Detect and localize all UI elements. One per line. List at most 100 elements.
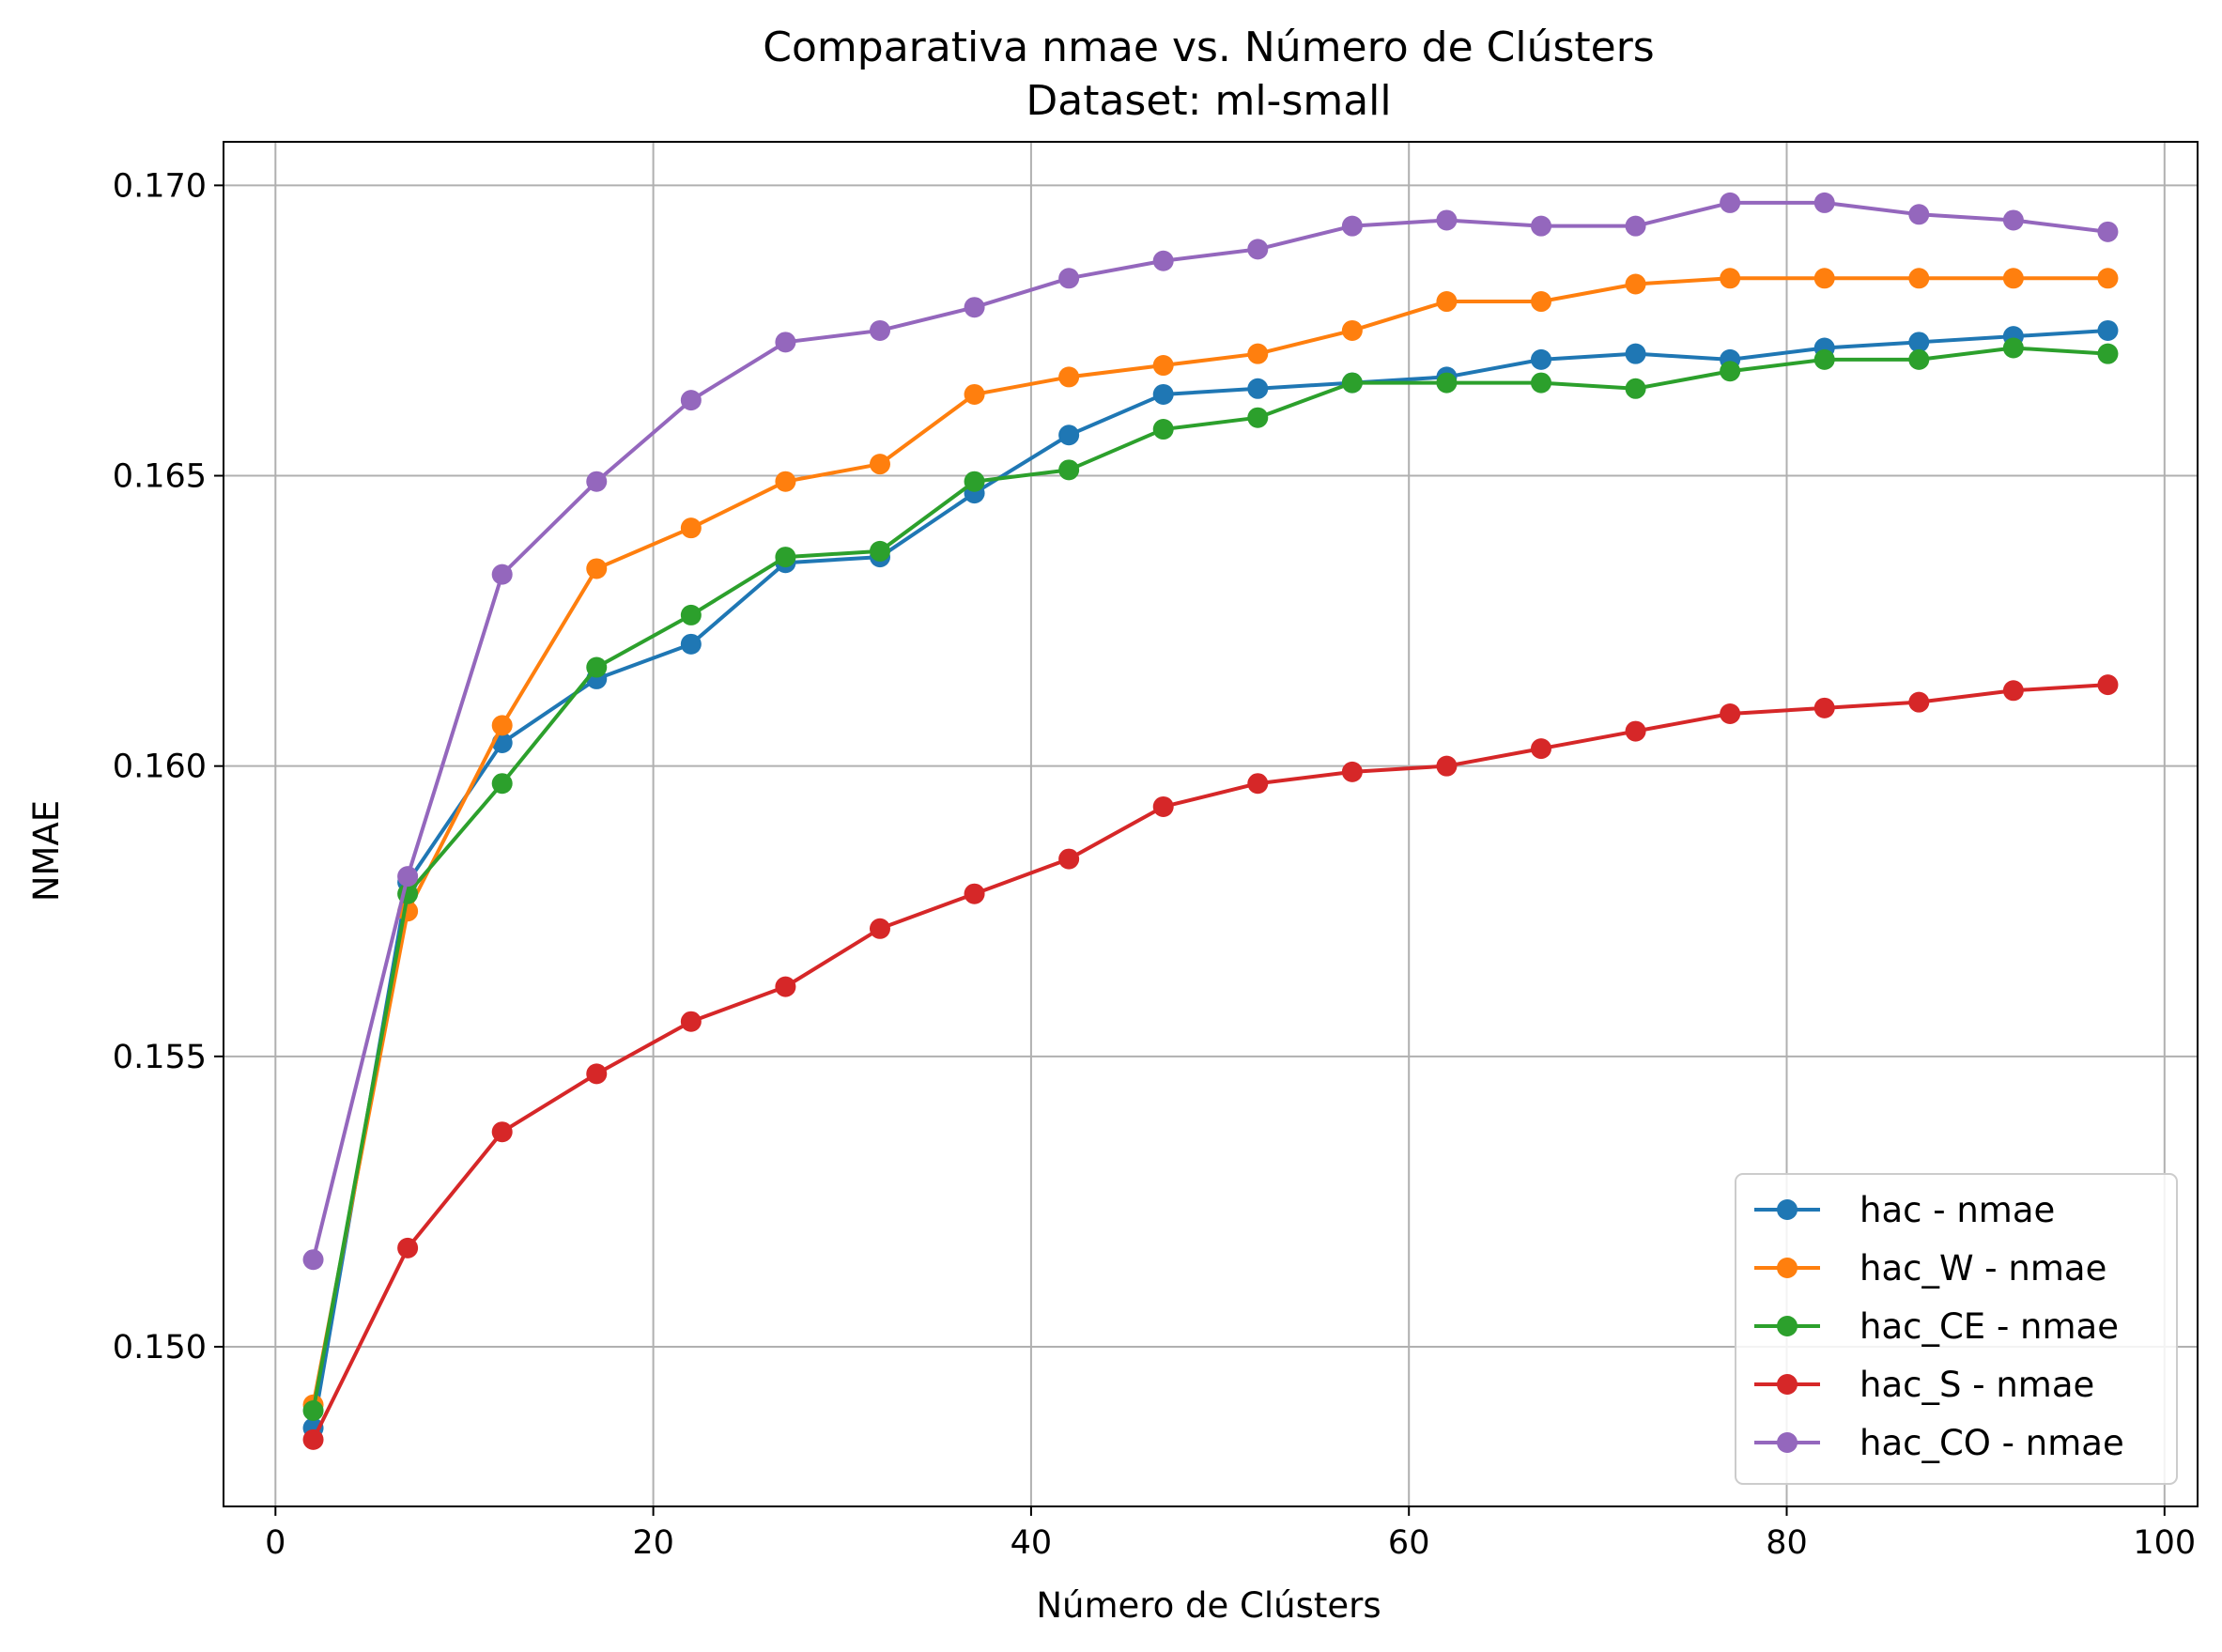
- data-point: [1720, 361, 1741, 382]
- y-tick-label: 0.170: [113, 167, 207, 205]
- data-point: [586, 656, 608, 678]
- data-point: [1625, 720, 1646, 742]
- series-hac-ce: [302, 337, 2119, 1421]
- data-point: [1436, 372, 1458, 394]
- data-point: [1341, 215, 1363, 237]
- data-point: [1625, 215, 1646, 237]
- series-line: [311, 276, 2108, 1406]
- legend-label: hac_CE - nmae: [1859, 1306, 2119, 1347]
- data-point: [1908, 348, 1930, 370]
- data-point: [1247, 378, 1269, 399]
- data-point: [1531, 215, 1552, 237]
- data-point: [1058, 425, 1080, 446]
- chart-subtitle: Dataset: ml-small: [1026, 77, 1391, 125]
- series-line: [311, 346, 2108, 1412]
- data-point: [1152, 795, 1174, 817]
- data-point: [775, 471, 796, 492]
- data-point: [302, 1428, 324, 1450]
- y-axis-label: NMAE: [26, 800, 67, 902]
- plot-frame: [223, 141, 2199, 1507]
- data-point: [1813, 268, 1835, 289]
- series-line: [311, 328, 2108, 1428]
- data-point: [1813, 697, 1835, 718]
- data-point: [302, 1249, 324, 1271]
- data-point: [1247, 773, 1269, 795]
- y-tick-label: 0.165: [113, 458, 207, 496]
- data-point: [869, 918, 890, 939]
- data-point: [775, 547, 796, 568]
- data-point: [1625, 273, 1646, 295]
- legend-item: hac_S - nmae: [1754, 1365, 2094, 1405]
- series-line: [311, 683, 2108, 1441]
- data-point: [1247, 407, 1269, 428]
- data-point: [1341, 761, 1363, 782]
- x-tick-label: 100: [2133, 1524, 2196, 1562]
- data-point: [491, 1121, 513, 1143]
- y-tick-label: 0.160: [113, 749, 207, 786]
- data-point: [1247, 239, 1269, 260]
- data-point: [1813, 348, 1835, 370]
- data-point: [1152, 355, 1174, 377]
- series-line: [311, 200, 2108, 1260]
- data-point: [397, 866, 419, 888]
- data-point: [2097, 221, 2119, 242]
- data-point: [1531, 738, 1552, 760]
- y-axis: 0.150 0.155 0.160 0.165 0.170: [113, 167, 224, 1366]
- data-point: [869, 540, 890, 562]
- data-point: [2097, 268, 2119, 289]
- data-point: [1625, 378, 1646, 399]
- data-point: [680, 390, 702, 411]
- series-hac-co: [302, 192, 2119, 1271]
- data-point: [2002, 209, 2024, 231]
- data-point: [1436, 291, 1458, 313]
- data-point: [1341, 319, 1363, 341]
- grid-lines: [224, 142, 2198, 1506]
- data-point: [1908, 204, 1930, 225]
- data-point: [586, 471, 608, 492]
- series-layer: [302, 192, 2119, 1450]
- legend-swatch-marker: [1777, 1258, 1798, 1278]
- legend: hac - nmae hac_W - nmae hac_CE - nmae hac_S…: [1735, 1173, 2178, 1485]
- data-point: [680, 604, 702, 625]
- y-tick-label: 0.155: [113, 1039, 207, 1076]
- data-point: [491, 715, 513, 736]
- data-point: [1341, 372, 1363, 394]
- chart-title: Comparativa nmae vs. Número de Clústers: [763, 23, 1654, 71]
- data-point: [1531, 348, 1552, 370]
- data-point: [491, 773, 513, 795]
- legend-item: hac - nmae: [1754, 1190, 2055, 1230]
- x-tick-label: 60: [1388, 1524, 1430, 1562]
- data-point: [1625, 343, 1646, 364]
- x-tick-label: 40: [1011, 1524, 1053, 1562]
- data-point: [1813, 192, 1835, 213]
- data-point: [1720, 703, 1741, 725]
- legend-label: hac_CO - nmae: [1859, 1423, 2124, 1463]
- data-point: [1720, 192, 1741, 213]
- x-axis-label: Número de Clústers: [1036, 1585, 1381, 1626]
- data-point: [775, 332, 796, 353]
- legend-swatch-marker: [1777, 1432, 1798, 1453]
- x-tick-label: 20: [632, 1524, 674, 1562]
- data-point: [775, 976, 796, 997]
- x-axis: 0 20 40 60 80 100: [265, 1506, 2196, 1562]
- data-point: [302, 1399, 324, 1421]
- legend-swatch-marker: [1777, 1199, 1798, 1220]
- data-point: [1436, 755, 1458, 777]
- data-point: [1908, 691, 1930, 713]
- data-point: [397, 1237, 419, 1258]
- data-point: [1152, 383, 1174, 405]
- data-point: [964, 471, 985, 492]
- data-point: [1058, 366, 1080, 388]
- legend-label: hac_S - nmae: [1859, 1365, 2094, 1405]
- data-point: [586, 558, 608, 579]
- data-point: [680, 633, 702, 655]
- x-tick-label: 80: [1766, 1524, 1808, 1562]
- data-point: [1531, 291, 1552, 313]
- y-tick-label: 0.150: [113, 1329, 207, 1366]
- data-point: [2097, 674, 2119, 696]
- data-point: [1908, 332, 1930, 353]
- data-point: [1152, 250, 1174, 271]
- series-hac: [302, 319, 2119, 1439]
- data-point: [1058, 459, 1080, 481]
